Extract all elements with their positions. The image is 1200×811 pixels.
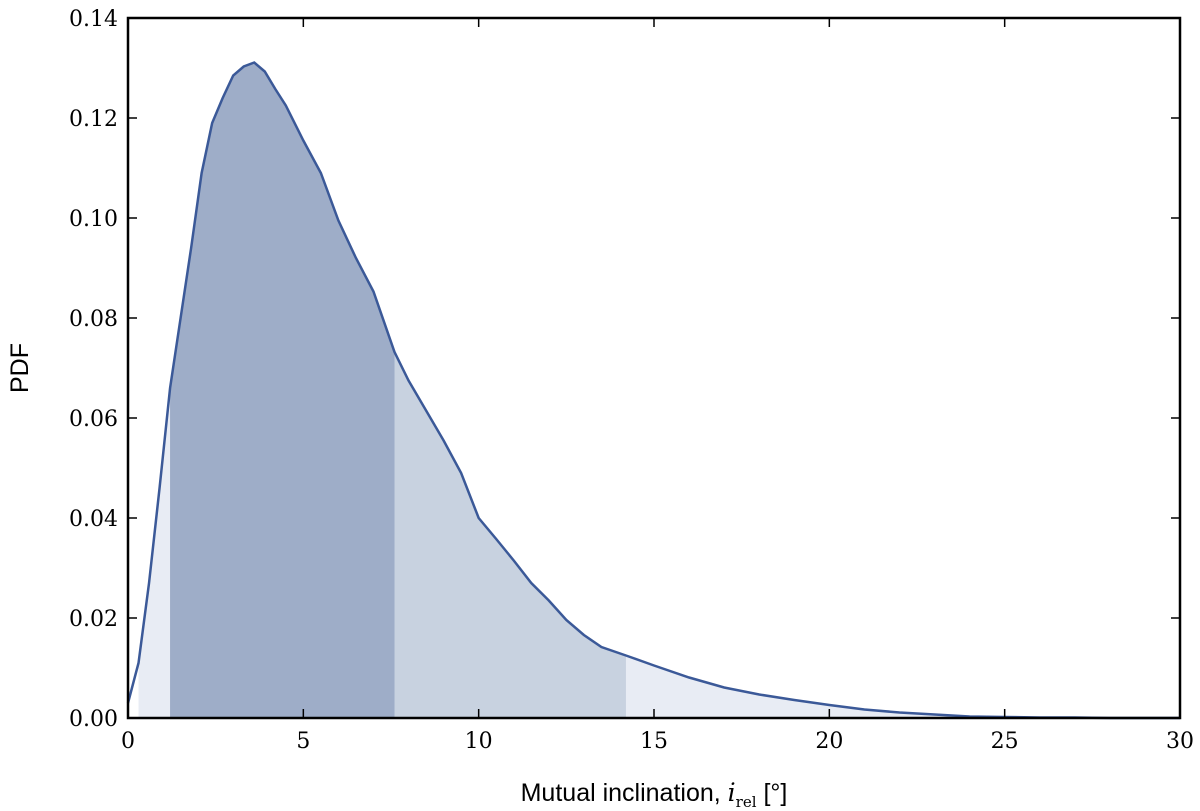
x-tick-label: 0 [121, 729, 135, 754]
x-tick-label: 5 [296, 729, 310, 754]
x-axis-label-subscript: rel [736, 793, 757, 811]
y-tick-label: 0.02 [69, 607, 118, 632]
y-axis-ticks: 0.00 0.02 0.04 0.06 0.08 0.10 0.12 0.14 [69, 7, 1180, 732]
pdf-curve-line [126, 61, 1180, 720]
x-tick-label: 20 [815, 729, 843, 754]
credible-region-shading [138, 62, 1180, 718]
x-tick-label: 25 [991, 729, 1019, 754]
y-tick-label: 0.06 [69, 407, 118, 432]
y-tick-label: 0.04 [69, 507, 118, 532]
x-tick-label: 30 [1166, 729, 1194, 754]
y-tick-label: 0.12 [69, 107, 118, 132]
y-tick-label: 0.10 [69, 207, 118, 232]
x-axis-label-main: Mutual inclination, [521, 779, 728, 807]
credible-region-inner [170, 62, 395, 718]
y-tick-label: 0.08 [69, 307, 118, 332]
y-axis-label: PDF [6, 343, 34, 393]
x-tick-label: 10 [465, 729, 493, 754]
y-tick-label: 0.14 [69, 7, 118, 32]
x-axis-label-unit: [°] [757, 779, 788, 807]
x-tick-label: 15 [640, 729, 668, 754]
x-axis-label: Mutual inclination, irel [°] [521, 778, 788, 811]
x-axis-ticks: 0 5 10 15 20 25 30 [121, 18, 1194, 754]
x-axis-label-symbol: i [728, 778, 736, 807]
y-tick-label: 0.00 [69, 707, 118, 732]
